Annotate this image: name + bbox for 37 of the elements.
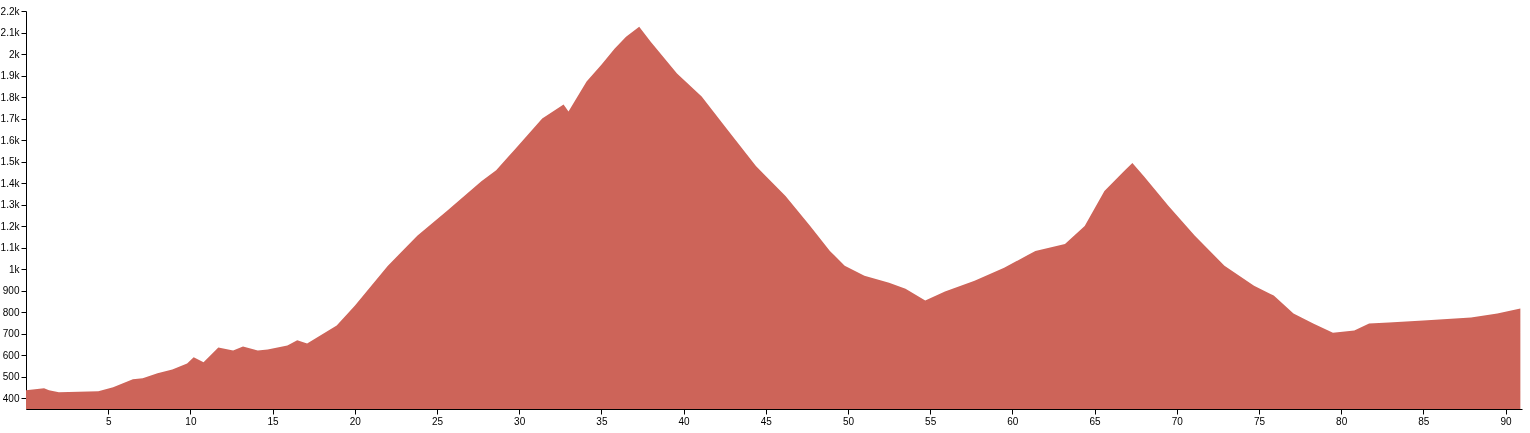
x-tick-label: 55 bbox=[925, 415, 937, 427]
y-tick-label: 1.5k bbox=[0, 156, 21, 168]
x-tick-label: 80 bbox=[1336, 415, 1348, 427]
x-tick-label: 70 bbox=[1171, 415, 1184, 427]
y-tick-label: 2.1k bbox=[0, 27, 21, 39]
y-tick-label: 2.2k bbox=[0, 5, 21, 17]
x-tick-label: 50 bbox=[842, 415, 855, 427]
y-tick-label: 700 bbox=[2, 328, 20, 340]
x-tick-label: 90 bbox=[1500, 415, 1513, 427]
y-tick-label: 1.3k bbox=[0, 199, 21, 211]
y-tick-label: 1.7k bbox=[0, 113, 21, 125]
x-tick-label: 65 bbox=[1089, 415, 1102, 427]
x-tick-label: 15 bbox=[267, 415, 280, 427]
x-tick-label: 85 bbox=[1418, 415, 1430, 427]
y-tick-label: 1.8k bbox=[0, 91, 21, 103]
y-tick-label: 1.6k bbox=[0, 134, 21, 146]
y-tick-label: 400 bbox=[2, 392, 20, 404]
y-tick-label: 800 bbox=[2, 306, 20, 318]
y-tick-label: 900 bbox=[2, 285, 20, 297]
y-tick-label: 1.4k bbox=[0, 177, 21, 189]
y-tick-label: 500 bbox=[2, 371, 20, 383]
y-tick-label: 1k bbox=[8, 263, 21, 275]
y-tick-label: 600 bbox=[2, 349, 20, 361]
x-tick-label: 75 bbox=[1253, 415, 1266, 427]
x-tick-label: 45 bbox=[760, 415, 773, 427]
x-tick-label: 30 bbox=[514, 415, 526, 427]
x-tick-label: 5 bbox=[105, 415, 112, 427]
y-tick-label: 2k bbox=[8, 48, 21, 60]
y-tick-label: 1.2k bbox=[0, 220, 21, 232]
y-tick-label: 1.1k bbox=[0, 242, 21, 254]
y-tick-label: 1.9k bbox=[0, 70, 21, 82]
x-tick-label: 25 bbox=[431, 415, 444, 427]
x-tick-label: 40 bbox=[678, 415, 691, 427]
x-tick-label: 35 bbox=[596, 415, 608, 427]
x-tick-label: 20 bbox=[349, 415, 362, 427]
x-tick-label: 10 bbox=[185, 415, 197, 427]
x-tick-label: 60 bbox=[1007, 415, 1019, 427]
